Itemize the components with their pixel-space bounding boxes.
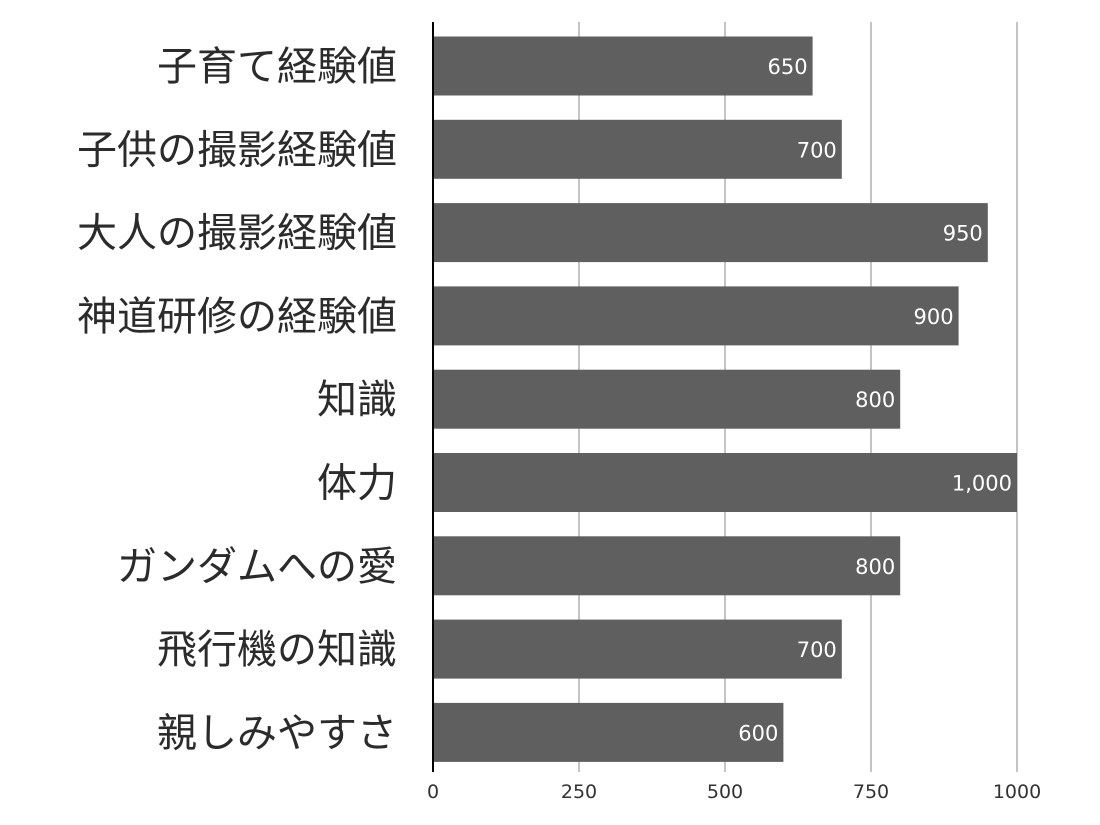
bar-value-label: 650 (768, 55, 808, 79)
bar-value-label: 800 (855, 388, 895, 412)
category-label: 体力 (317, 461, 397, 507)
x-tick-label: 500 (707, 781, 743, 803)
bar (433, 619, 842, 679)
category-label: ガンダムへの愛 (117, 544, 397, 590)
bar (433, 286, 959, 346)
bar-value-label: 1,000 (952, 472, 1012, 496)
category-label: 子育て経験値 (157, 44, 397, 90)
x-tick-label: 750 (853, 781, 889, 803)
bar-value-label: 950 (943, 222, 983, 246)
labels: 0 250 500 750 1000 650 子育て経験値 700 子供の撮影経験値 950 大人の… (77, 44, 1041, 803)
bar-value-label: 800 (855, 555, 895, 579)
x-tick-label: 0 (427, 781, 439, 803)
category-label: 子供の撮影経験値 (77, 127, 397, 173)
bar (433, 36, 813, 96)
bar-value-label: 600 (738, 721, 778, 745)
bar (433, 119, 842, 179)
bars (433, 36, 1017, 762)
x-tick-label: 250 (561, 781, 597, 803)
bar (433, 453, 1017, 512)
bar (433, 369, 901, 429)
category-label: 知識 (317, 377, 397, 423)
category-label: 飛行機の知識 (157, 627, 397, 673)
category-label: 親しみやすさ (157, 710, 397, 756)
bar-value-label: 700 (797, 138, 837, 162)
bar (433, 536, 901, 596)
category-label: 大人の撮影経験値 (77, 211, 397, 257)
bar (433, 203, 988, 263)
category-label: 神道研修の経験値 (77, 294, 397, 340)
x-tick-label: 1000 (993, 781, 1041, 803)
bar-value-label: 900 (914, 305, 954, 329)
bar (433, 702, 784, 762)
bar-value-label: 700 (797, 638, 837, 662)
